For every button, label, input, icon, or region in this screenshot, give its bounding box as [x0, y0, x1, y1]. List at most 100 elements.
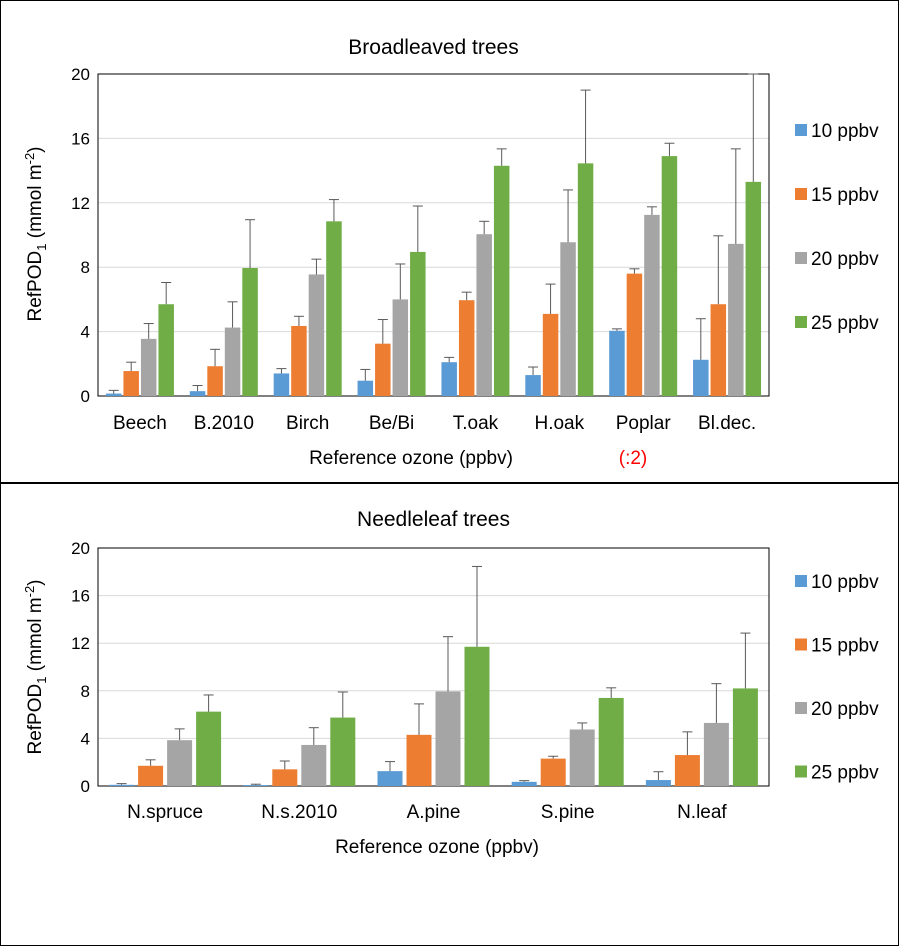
bar — [703, 722, 729, 786]
category-label: Poplar — [616, 413, 672, 434]
legend-label: 10 ppbv — [811, 572, 879, 593]
chart-title: Broadleaved trees — [348, 36, 518, 59]
y-axis-label: RefPOD1 (mmol m-2) — [22, 579, 49, 754]
plot-frame — [97, 73, 770, 397]
category-label: N.spruce — [127, 802, 203, 823]
legend-label: 20 ppbv — [811, 699, 879, 720]
y-tick-label: 16 — [71, 587, 90, 606]
bar — [406, 734, 432, 786]
bar — [167, 740, 193, 786]
bar — [693, 359, 709, 396]
category-label: S.pine — [541, 802, 595, 823]
x-axis-label: Reference ozone (ppbv) — [335, 837, 539, 858]
bar — [728, 243, 744, 396]
bar — [242, 268, 258, 396]
bar — [140, 338, 157, 396]
bar — [674, 755, 700, 786]
legend-swatch — [795, 188, 807, 200]
bar — [410, 251, 426, 396]
bar — [357, 380, 374, 396]
bar — [377, 771, 403, 786]
bar — [105, 393, 122, 396]
bar — [732, 688, 758, 786]
bar — [207, 366, 223, 396]
legend-label: 15 ppbv — [811, 636, 879, 657]
bar — [458, 300, 475, 396]
chart-title: Needleleaf trees — [357, 508, 510, 531]
needleleaf-chart-panel: Needleleaf trees 0 4 8 12 16 20 N.spruce N.s.201… — [0, 483, 899, 946]
y-tick-label: 0 — [81, 387, 90, 406]
bar — [710, 304, 727, 396]
bar — [291, 325, 307, 396]
y-tick-label: 16 — [71, 129, 90, 148]
bar — [525, 375, 541, 396]
bar — [511, 781, 537, 786]
broadleaved-chart: Broadleaved trees 0 4 8 12 16 20 Beech B.2010 Bir… — [22, 36, 879, 469]
plot-frame — [97, 547, 770, 787]
bar — [189, 391, 206, 396]
category-label: Birch — [286, 413, 329, 434]
bar — [435, 691, 461, 786]
bar — [577, 163, 594, 396]
bar — [542, 313, 559, 396]
bar — [196, 711, 222, 786]
legend-label: 20 ppbv — [811, 249, 879, 270]
y-tick-label: 4 — [81, 323, 90, 342]
bar — [441, 362, 457, 396]
bar — [330, 717, 356, 786]
bar — [301, 744, 327, 786]
category-label: Bl.dec. — [698, 413, 756, 434]
bar — [243, 785, 269, 786]
x-axis-note: (:2) — [619, 448, 648, 469]
legend-swatch — [795, 575, 807, 587]
y-tick-label: 8 — [81, 258, 90, 277]
legend-swatch — [795, 252, 807, 264]
bar — [272, 769, 298, 786]
bar — [158, 304, 174, 396]
bar — [661, 156, 678, 396]
bar — [123, 371, 139, 396]
bar — [609, 330, 625, 396]
bar — [745, 181, 762, 396]
y-tick-label: 8 — [81, 682, 90, 701]
bar — [273, 373, 290, 396]
y-tick-label: 4 — [81, 729, 90, 748]
legend-swatch — [795, 638, 807, 651]
bar — [540, 758, 566, 786]
y-tick-label: 0 — [81, 777, 90, 796]
legend-swatch — [795, 316, 807, 328]
bar — [375, 343, 391, 396]
category-label: H.oak — [534, 413, 584, 434]
category-label: N.leaf — [677, 802, 727, 823]
category-label: A.pine — [407, 802, 461, 823]
category-label: T.oak — [453, 413, 499, 434]
y-tick-label: 20 — [71, 539, 90, 558]
legend-label: 10 ppbv — [811, 121, 879, 142]
legend-label: 25 ppbv — [811, 763, 879, 784]
bar — [326, 221, 342, 396]
y-tick-label: 12 — [71, 194, 90, 213]
broadleaved-chart-panel: Broadleaved trees 0 4 8 12 16 20 Beech B.2010 Bir… — [0, 0, 899, 483]
y-tick-label: 20 — [71, 65, 90, 84]
bar — [626, 273, 643, 396]
needleleaf-chart: Needleleaf trees 0 4 8 12 16 20 N.spruce N.s.201… — [22, 508, 879, 858]
legend-label: 15 ppbv — [811, 185, 879, 206]
category-label: N.s.2010 — [261, 802, 337, 823]
legend-swatch — [795, 124, 807, 136]
legend-swatch — [795, 765, 807, 778]
bar — [476, 234, 492, 396]
legend-label: 25 ppbv — [811, 313, 879, 334]
bar — [224, 327, 241, 396]
bar — [493, 165, 510, 396]
x-axis-label: Reference ozone (ppbv) — [309, 448, 513, 469]
category-label: Be/Bi — [369, 413, 414, 434]
bar — [560, 242, 576, 396]
bar — [569, 729, 595, 786]
bar — [308, 274, 325, 396]
bar — [645, 780, 671, 786]
bar — [464, 646, 490, 786]
category-label: Beech — [113, 413, 167, 434]
category-label: B.2010 — [194, 413, 254, 434]
bar — [644, 214, 660, 396]
y-tick-label: 12 — [71, 634, 90, 653]
